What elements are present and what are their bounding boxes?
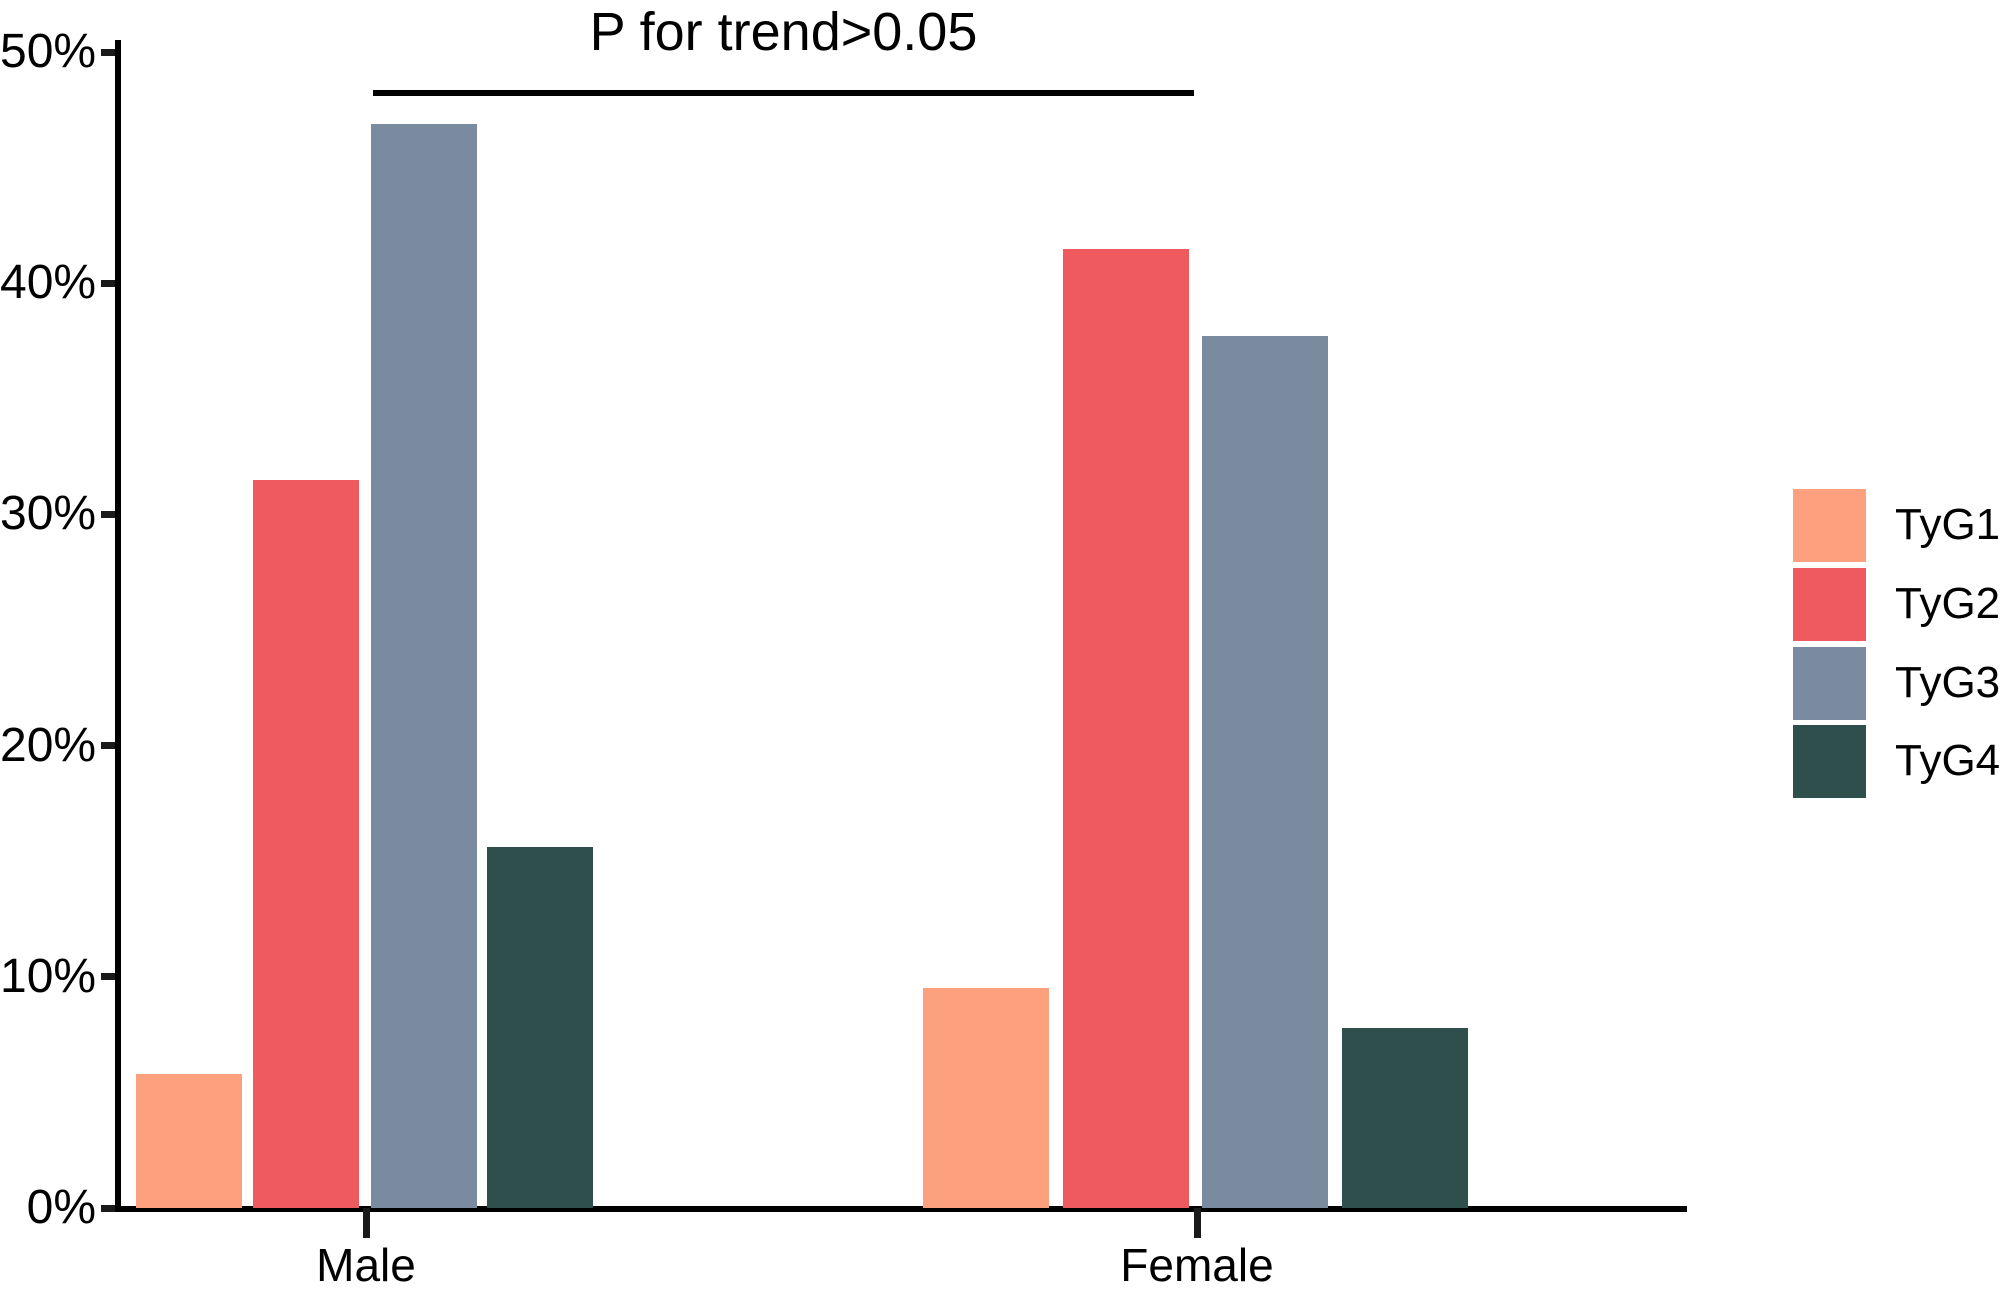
bar-male-tyg3 bbox=[371, 123, 477, 1208]
bar-female-tyg2 bbox=[1063, 248, 1189, 1208]
x-axis-tick-male bbox=[363, 1208, 370, 1238]
bar-male-tyg1 bbox=[136, 1073, 242, 1208]
x-axis-label-male: Male bbox=[316, 1239, 416, 1289]
y-axis-tick-10 bbox=[101, 973, 115, 981]
y-axis-tick-label-20: 20% bbox=[0, 718, 97, 772]
legend-swatch-tyg3 bbox=[1793, 647, 1866, 720]
y-axis-tick-30 bbox=[101, 510, 115, 518]
legend-swatch-tyg4 bbox=[1793, 725, 1866, 798]
y-axis-tick-label-0: 0% bbox=[26, 1181, 96, 1234]
bar-male-tyg4 bbox=[487, 847, 593, 1208]
y-axis-tick-40 bbox=[101, 279, 115, 287]
bar-male-tyg2 bbox=[253, 479, 359, 1208]
annotation-p-for-trend: P for trend>0.05 bbox=[589, 2, 978, 62]
y-axis-tick-label-40: 40% bbox=[0, 256, 97, 310]
y-axis-tick-label-30: 30% bbox=[0, 487, 97, 541]
legend-swatch-tyg2 bbox=[1793, 568, 1866, 641]
x-axis-label-female: Female bbox=[1120, 1239, 1274, 1289]
bar-female-tyg3 bbox=[1202, 336, 1328, 1208]
x-axis-line bbox=[115, 1206, 1687, 1212]
y-axis-tick-0 bbox=[101, 1204, 115, 1212]
legend-swatch-tyg1 bbox=[1793, 489, 1866, 562]
bar-female-tyg1 bbox=[923, 988, 1049, 1208]
y-axis-line bbox=[115, 40, 121, 1211]
y-axis-tick-50 bbox=[101, 48, 115, 56]
legend-label-tyg4: TyG4 bbox=[1895, 736, 2000, 785]
x-axis-tick-female bbox=[1194, 1208, 1201, 1238]
legend-label-tyg1: TyG1 bbox=[1895, 500, 2000, 549]
y-axis-tick-label-10: 10% bbox=[0, 949, 97, 1003]
legend-label-tyg3: TyG3 bbox=[1895, 658, 2000, 707]
significance-bracket-line bbox=[373, 90, 1194, 96]
y-axis-tick-20 bbox=[101, 742, 115, 750]
bar-female-tyg4 bbox=[1342, 1027, 1468, 1208]
legend-label-tyg2: TyG2 bbox=[1895, 579, 2000, 628]
y-axis-tick-label-50: 50% bbox=[0, 25, 97, 78]
